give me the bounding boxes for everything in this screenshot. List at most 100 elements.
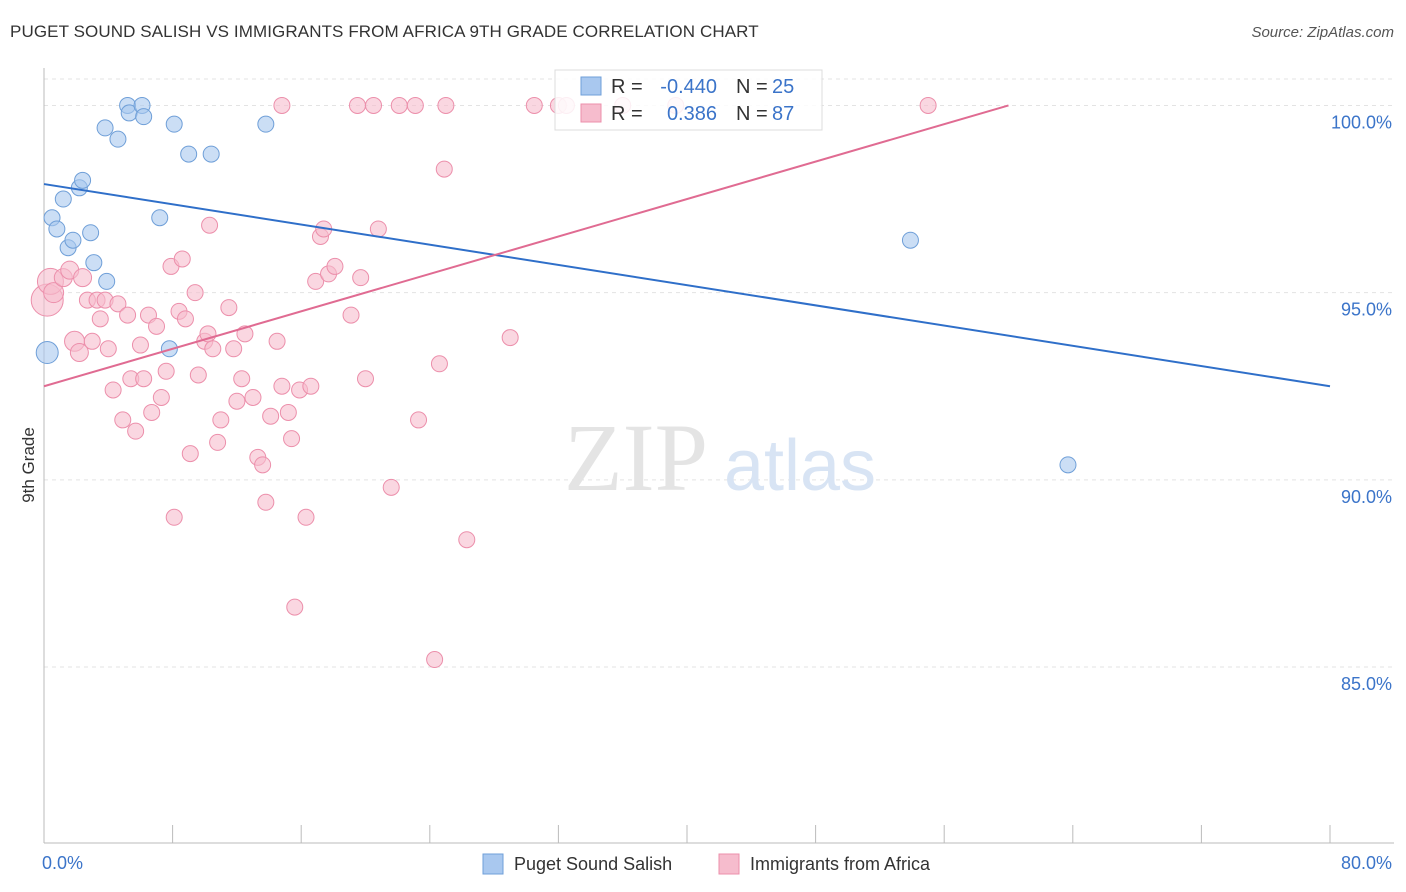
point-immigrants-from-africa [143, 403, 161, 421]
watermark-zip: ZIP [564, 404, 708, 511]
point-immigrants-from-africa [204, 340, 222, 358]
point-immigrants-from-africa [286, 598, 304, 616]
point-immigrants-from-africa [201, 216, 219, 234]
stats-r-value-1: 0.386 [667, 103, 717, 125]
point-puget-sound-salish [109, 130, 127, 148]
stats-legend-swatch-pink [580, 103, 602, 123]
point-immigrants-from-africa [104, 381, 122, 399]
point-immigrants-from-africa [228, 392, 246, 410]
tick-labels: 85.0% 90.0% 95.0% 100.0% 0.0% 80.0% [42, 112, 1392, 873]
point-puget-sound-salish [180, 145, 198, 163]
point-immigrants-from-africa [919, 96, 937, 114]
point-immigrants-from-africa [369, 220, 387, 238]
point-immigrants-from-africa [348, 96, 366, 114]
watermark-atlas: atlas [724, 426, 876, 506]
point-puget-sound-salish [48, 220, 66, 238]
stats-legend-swatch-blue [580, 76, 602, 96]
point-immigrants-from-africa [382, 478, 400, 496]
point-immigrants-from-africa [173, 250, 191, 268]
y-tick-label: 90.0% [1341, 487, 1392, 507]
point-immigrants-from-africa [254, 456, 272, 474]
point-puget-sound-salish [151, 209, 169, 227]
legend-swatch-immigrants-from-africa [718, 853, 740, 875]
point-immigrants-from-africa [99, 340, 117, 358]
chart-title: PUGET SOUND SALISH VS IMMIGRANTS FROM AF… [10, 22, 759, 41]
point-immigrants-from-africa [69, 343, 89, 363]
point-immigrants-from-africa [525, 96, 543, 114]
point-immigrants-from-africa [390, 96, 408, 114]
stats-legend: R = -0.440 N = 25 R = 0.386 N = 87 [554, 69, 823, 131]
y-tick-label: 85.0% [1341, 674, 1392, 694]
point-immigrants-from-africa [357, 370, 374, 388]
point-immigrants-from-africa [119, 306, 137, 324]
trend-lines [43, 104, 1331, 388]
point-puget-sound-salish [54, 190, 72, 208]
point-puget-sound-salish [35, 341, 59, 365]
point-immigrants-from-africa [244, 388, 262, 406]
data-points [30, 96, 1077, 669]
point-puget-sound-salish [165, 115, 183, 133]
axes [43, 68, 1394, 844]
point-immigrants-from-africa [262, 407, 280, 425]
point-immigrants-from-africa [273, 96, 291, 114]
point-immigrants-from-africa [430, 355, 448, 373]
point-puget-sound-salish [257, 115, 275, 133]
stats-r-label-1: R = [611, 103, 643, 125]
point-immigrants-from-africa [326, 257, 344, 275]
legend-label-puget-sound-salish: Puget Sound Salish [514, 854, 672, 874]
point-puget-sound-salish [64, 231, 82, 249]
point-immigrants-from-africa [186, 284, 204, 302]
point-puget-sound-salish [135, 108, 153, 126]
point-immigrants-from-africa [435, 160, 453, 178]
point-puget-sound-salish [901, 231, 919, 249]
point-puget-sound-salish [98, 272, 116, 290]
point-immigrants-from-africa [268, 332, 286, 350]
point-immigrants-from-africa [233, 370, 251, 388]
x-tick-label: 80.0% [1341, 853, 1392, 873]
point-puget-sound-salish [74, 171, 92, 189]
point-immigrants-from-africa [297, 508, 315, 526]
point-immigrants-from-africa [352, 269, 370, 287]
point-immigrants-from-africa [189, 366, 207, 384]
x-tick-label: 0.0% [42, 853, 83, 873]
point-puget-sound-salish [85, 254, 103, 272]
point-puget-sound-salish [202, 145, 220, 163]
watermark: ZIP atlas [564, 404, 876, 511]
legend-swatch-puget-sound-salish [482, 853, 504, 875]
stats-r-label-0: R = [611, 76, 643, 98]
source-label: Source: ZipAtlas.com [1251, 24, 1394, 41]
point-immigrants-from-africa [279, 403, 297, 421]
y-tick-label: 95.0% [1341, 300, 1392, 320]
point-immigrants-from-africa [91, 310, 109, 328]
point-immigrants-from-africa [135, 370, 153, 388]
point-immigrants-from-africa [73, 268, 93, 288]
point-immigrants-from-africa [410, 411, 428, 429]
point-immigrants-from-africa [257, 493, 275, 511]
point-immigrants-from-africa [273, 377, 291, 395]
stats-n-value-0: 25 [772, 76, 794, 98]
point-immigrants-from-africa [83, 332, 101, 350]
y-tick-label: 100.0% [1331, 112, 1392, 132]
y-axis-label: 9th Grade [19, 427, 38, 503]
point-immigrants-from-africa [157, 362, 175, 380]
point-immigrants-from-africa [152, 388, 170, 406]
point-immigrants-from-africa [283, 430, 301, 448]
point-immigrants-from-africa [131, 336, 149, 354]
legend-label-immigrants-from-africa: Immigrants from Africa [750, 854, 931, 874]
point-immigrants-from-africa [307, 272, 325, 290]
point-immigrants-from-africa [181, 445, 199, 463]
bottom-legend: Puget Sound Salish Immigrants from Afric… [482, 853, 931, 875]
point-immigrants-from-africa [365, 96, 383, 114]
point-immigrants-from-africa [127, 422, 145, 440]
point-immigrants-from-africa [165, 508, 183, 526]
stats-r-value-0: -0.440 [660, 76, 717, 98]
point-immigrants-from-africa [501, 329, 519, 347]
point-immigrants-from-africa [302, 377, 320, 395]
point-immigrants-from-africa [212, 411, 230, 429]
point-puget-sound-salish [96, 119, 114, 137]
point-puget-sound-salish [82, 224, 100, 242]
trend-line-puget-sound-salish [43, 183, 1331, 388]
stats-n-label-1: N = [736, 103, 768, 125]
point-puget-sound-salish [1059, 456, 1077, 474]
